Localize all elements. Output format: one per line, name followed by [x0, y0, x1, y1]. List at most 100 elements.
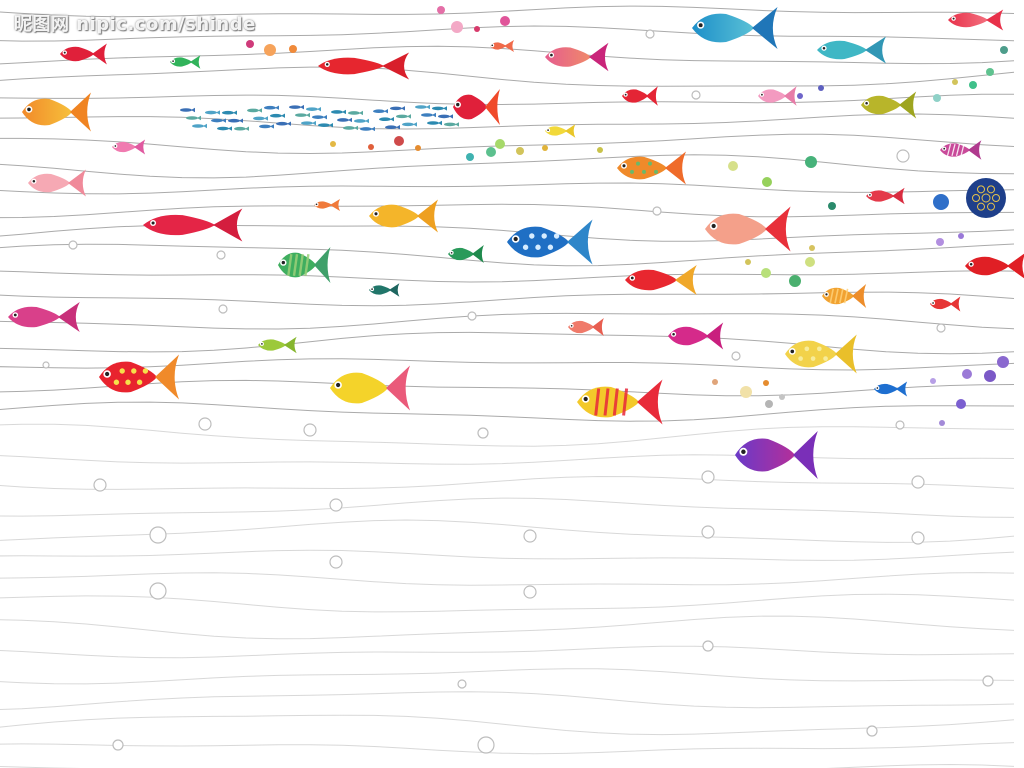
bubble: [701, 525, 715, 539]
bubble: [936, 323, 946, 333]
wave-line: [0, 358, 1015, 371]
wave-line: [0, 645, 1015, 659]
fish: [866, 187, 905, 205]
bubble: [68, 240, 78, 250]
fish: [735, 431, 818, 479]
wave-line: [0, 742, 1015, 755]
fish: [28, 169, 86, 197]
color-dot: [542, 145, 548, 151]
fish: [453, 89, 500, 125]
fish: [369, 199, 438, 233]
color-dot: [728, 161, 738, 171]
color-dot: [797, 93, 803, 99]
fish: [330, 365, 411, 411]
tiny-fish: [264, 105, 279, 110]
color-dot: [466, 153, 474, 161]
color-dot: [818, 85, 824, 91]
tiny-fish: [192, 123, 207, 129]
bubble: [896, 149, 910, 163]
bubble: [216, 250, 226, 260]
fish: [143, 208, 243, 242]
wave-line: [0, 182, 1015, 195]
tiny-fish: [234, 126, 249, 131]
fish: [617, 151, 686, 185]
tiny-fish: [289, 104, 304, 110]
fish: [785, 334, 857, 374]
wave-line: [0, 203, 1015, 219]
bubble: [523, 585, 537, 599]
tiny-fish: [295, 112, 310, 118]
wave-lines: [0, 5, 1015, 768]
color-dot: [969, 81, 977, 89]
color-dot: [952, 79, 958, 85]
color-dot: [437, 6, 445, 14]
patterned-oval: [966, 178, 1006, 218]
fish: [8, 302, 80, 332]
tiny-fish: [415, 104, 430, 110]
tiny-fish: [180, 107, 195, 113]
wave-line: [0, 668, 1015, 685]
bubble: [42, 361, 50, 369]
fish: [545, 42, 609, 72]
color-dot: [933, 194, 949, 210]
fish: [705, 206, 791, 252]
bubble: [866, 725, 878, 737]
color-dot: [958, 233, 964, 239]
fish: [448, 245, 484, 263]
color-dot: [500, 16, 510, 26]
tiny-fish: [379, 117, 394, 122]
bubble: [303, 423, 317, 437]
tiny-fish: [385, 125, 400, 130]
bubble: [731, 351, 741, 361]
color-dot: [984, 370, 996, 382]
tiny-fish: [402, 122, 417, 127]
bubble: [702, 640, 714, 652]
tiny-fish: [348, 110, 363, 116]
fish: [577, 379, 663, 425]
bubble: [112, 739, 124, 751]
fish: [874, 381, 908, 397]
tiny-fish: [186, 115, 201, 121]
fish: [930, 296, 961, 312]
tiny-fish: [432, 106, 447, 111]
color-dot: [415, 145, 421, 151]
fish: [861, 91, 917, 119]
fish: [625, 265, 697, 295]
tiny-fish: [211, 118, 226, 123]
color-dot: [597, 147, 603, 153]
fish: [545, 124, 576, 138]
color-dot: [930, 378, 936, 384]
bubble: [652, 206, 662, 216]
color-dot: [828, 202, 836, 210]
fish: [369, 283, 400, 297]
tiny-fish: [438, 114, 453, 119]
colored-dots: [246, 6, 1009, 426]
color-dot: [962, 369, 972, 379]
wave-line: [0, 331, 1015, 355]
wave-line: [0, 5, 1015, 18]
fish: [758, 86, 797, 106]
color-dot: [761, 268, 771, 278]
fish-group: [8, 7, 1024, 479]
bubble: [457, 679, 467, 689]
tiny-fish: [343, 125, 358, 131]
color-dot: [246, 40, 254, 48]
fish: [22, 92, 91, 132]
color-dot: [997, 356, 1009, 368]
color-dot: [809, 245, 815, 251]
color-dot: [745, 259, 751, 265]
fish: [490, 40, 514, 52]
wave-line: [0, 572, 1015, 586]
bubble: [477, 427, 489, 439]
color-dot: [805, 257, 815, 267]
tiny-fish: [259, 124, 274, 129]
bubble: [911, 475, 925, 489]
tiny-fish: [427, 120, 442, 126]
wave-line: [0, 312, 1015, 330]
bubble: [329, 498, 343, 512]
color-dot: [763, 380, 769, 386]
tiny-fish: [421, 112, 436, 118]
color-dot: [936, 238, 944, 246]
tiny-fish: [217, 126, 232, 131]
